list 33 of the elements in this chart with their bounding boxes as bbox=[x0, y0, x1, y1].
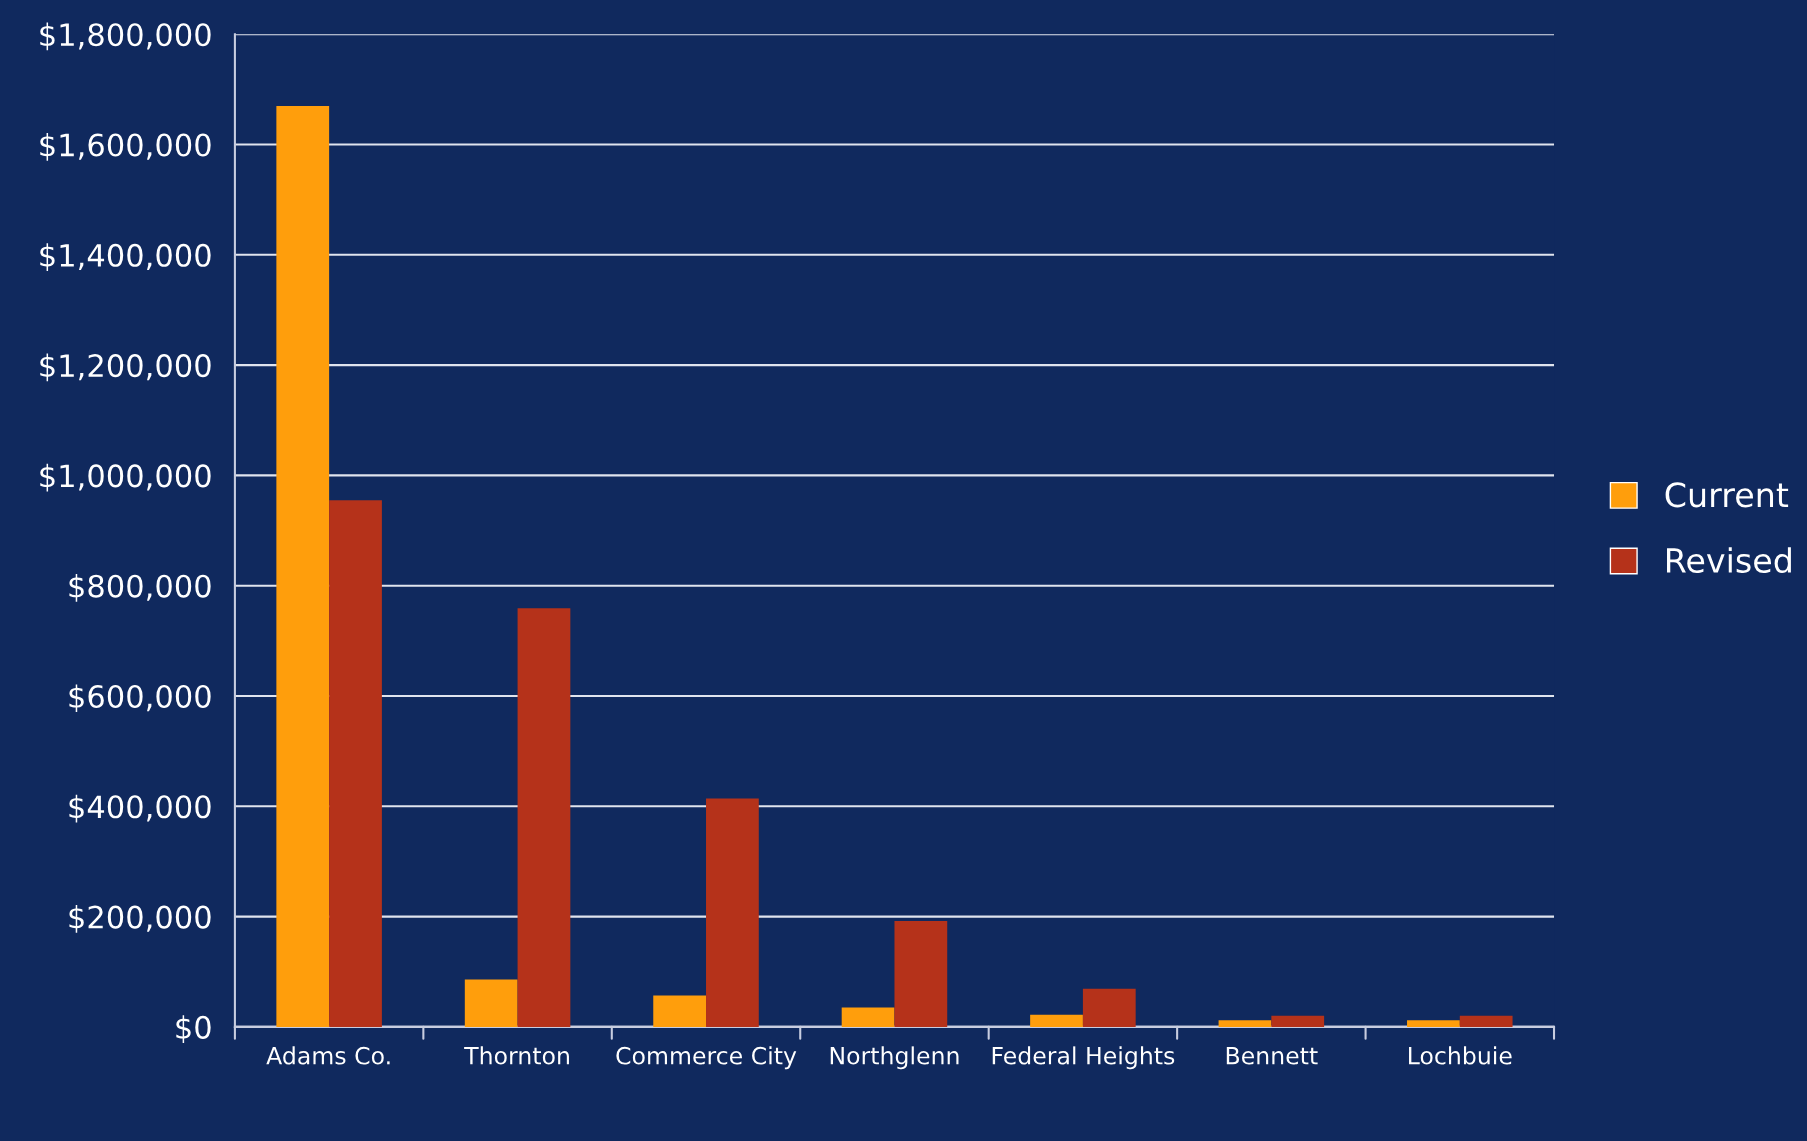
y-tick-label: $1,400,000 bbox=[40, 243, 211, 271]
bar bbox=[706, 798, 759, 1027]
bar bbox=[1030, 1014, 1083, 1027]
bar bbox=[1407, 1020, 1460, 1027]
y-tick-label: $0 bbox=[176, 1015, 211, 1043]
y-tick-label: $800,000 bbox=[69, 574, 211, 602]
y-tick-label: $1,000,000 bbox=[40, 463, 211, 492]
bar bbox=[1082, 988, 1136, 1027]
bar bbox=[517, 608, 571, 1027]
x-tick-label: Adams Co. bbox=[266, 1046, 390, 1065]
x-tick-label: Northglenn bbox=[830, 1046, 959, 1070]
y-tick-label: $200,000 bbox=[69, 904, 211, 933]
bar bbox=[841, 1007, 895, 1027]
x-tick-label: Bennett bbox=[1226, 1047, 1318, 1065]
x-tick-label: Lochbuie bbox=[1409, 1046, 1512, 1065]
bar bbox=[1459, 1015, 1513, 1027]
y-tick-label: $600,000 bbox=[69, 684, 211, 713]
x-tick-label: Federal Heights bbox=[992, 1046, 1175, 1070]
bar bbox=[653, 995, 707, 1027]
y-tick-label: $1,600,000 bbox=[40, 132, 211, 161]
y-tick-label: $1,200,000 bbox=[40, 353, 211, 382]
y-tick-label: $400,000 bbox=[69, 794, 211, 823]
bar bbox=[894, 921, 948, 1027]
bar bbox=[1218, 1020, 1272, 1027]
bar bbox=[464, 979, 518, 1027]
x-tick-label: Commerce City bbox=[616, 1046, 797, 1070]
bar bbox=[1271, 1015, 1325, 1027]
y-tick-label: $1,800,000 bbox=[40, 22, 211, 51]
x-tick-label: Thornton bbox=[464, 1046, 569, 1065]
legend-label: Current bbox=[1665, 482, 1789, 508]
legend-label: Revised bbox=[1667, 547, 1791, 574]
bar bbox=[276, 105, 330, 1027]
bar bbox=[329, 500, 382, 1027]
